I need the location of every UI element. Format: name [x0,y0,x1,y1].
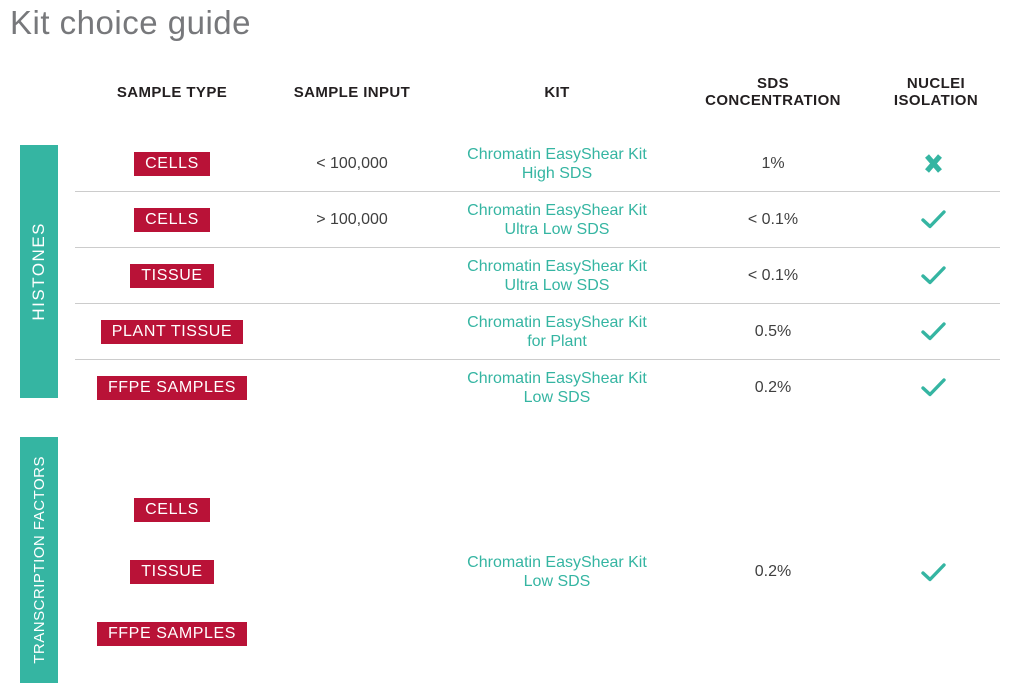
table-row: CELLS < 100,000 Chromatin EasyShear Kit … [75,136,1000,191]
sample-type-cell: CELLS [75,498,269,522]
group-bar-transcription-factors: TRANSCRIPTION FACTORS [20,437,58,683]
group-label-transcription-factors: TRANSCRIPTION FACTORS [30,456,48,664]
sds-concentration-value: 0.2% [754,378,792,396]
sample-type-cell: CELLS [75,136,269,191]
sample-input-value [269,360,435,415]
nuclei-isolation-cell [867,560,1000,584]
kit-link[interactable]: Chromatin EasyShear Kit Low SDS [435,550,679,594]
kit-name-line2: for Plant [527,332,587,350]
page-title: Kit choice guide [10,4,251,41]
kit-link[interactable]: Chromatin EasyShear Kit for Plant [435,304,679,359]
kit-link[interactable]: Chromatin EasyShear Kit Ultra Low SDS [435,192,679,247]
sample-type-cell: FFPE SAMPLES [75,360,269,415]
sds-concentration-value: 0.2% [754,563,792,580]
check-icon [921,562,946,581]
kit-link[interactable]: Chromatin EasyShear Kit High SDS [435,136,679,191]
nuclei-isolation-cell [867,248,1000,303]
column-header-kit: KIT [544,83,570,101]
kit-name-line1: Chromatin EasyShear Kit [467,257,647,275]
sample-type-badge: CELLS [134,207,210,232]
table-row: FFPE SAMPLES Chromatin EasyShear Kit Low… [75,359,1000,415]
sample-input-value: < 100,000 [316,154,388,172]
sample-type-cell: PLANT TISSUE [75,304,269,359]
nuclei-isolation-cell [867,304,1000,359]
kit-name-line2: Low SDS [523,573,591,590]
sds-concentration-value: < 0.1% [747,266,799,284]
kit-name-line2: High SDS [521,164,593,182]
column-header-sample-input: SAMPLE INPUT [293,83,411,101]
sample-type-badge: PLANT TISSUE [100,319,244,344]
kit-name-line2: Low SDS [523,388,591,406]
sample-type-cell: CELLS [75,192,269,247]
kit-link[interactable]: Chromatin EasyShear Kit Low SDS [435,360,679,415]
sample-input-value [269,248,435,303]
sample-type-cell: TISSUE [75,560,269,584]
transcription-factors-table: CELLS TISSUE FFPE SAMPLES Chromatin Easy… [75,437,1000,683]
kit-name-line2: Ultra Low SDS [504,276,610,294]
kit-name-line1: Chromatin EasyShear Kit [467,145,647,163]
group-label-histones: HISTONES [29,222,48,321]
sample-type-badge: CELLS [134,151,210,176]
cross-icon [925,154,942,173]
sample-type-badge: TISSUE [130,263,214,288]
nuclei-isolation-cell [867,136,1000,191]
kit-name-line1: Chromatin EasyShear Kit [467,313,647,331]
table-row: TISSUE Chromatin EasyShear Kit Ultra Low… [75,247,1000,303]
check-icon [921,322,946,341]
sample-type-cell: FFPE SAMPLES [75,622,269,646]
nuclei-isolation-cell [867,192,1000,247]
sample-type-badge: CELLS [134,498,210,522]
sample-type-badge: FFPE SAMPLES [96,622,248,646]
table-row: CELLS > 100,000 Chromatin EasyShear Kit … [75,191,1000,247]
check-icon [921,210,946,229]
check-icon [921,266,946,285]
column-header-nuclei-isolation: NUCLEI ISOLATION [893,75,979,109]
sample-type-badge: TISSUE [130,560,214,584]
nuclei-isolation-cell [867,360,1000,415]
column-header-sds-concentration: SDS CONCENTRATION [705,75,841,109]
sample-type-badge: FFPE SAMPLES [96,375,248,400]
kit-name-line1: Chromatin EasyShear Kit [467,369,647,387]
kit-link[interactable]: Chromatin EasyShear Kit Ultra Low SDS [435,248,679,303]
group-bar-histones: HISTONES [20,145,58,398]
histones-table: CELLS < 100,000 Chromatin EasyShear Kit … [75,136,1000,415]
kit-name-line1: Chromatin EasyShear Kit [467,201,647,219]
sample-input-value [269,304,435,359]
sds-concentration-value: < 0.1% [747,210,799,228]
table-row: PLANT TISSUE Chromatin EasyShear Kit for… [75,303,1000,359]
kit-name-line2: Ultra Low SDS [504,220,610,238]
check-icon [921,378,946,397]
sds-concentration-value: 0.5% [754,322,792,340]
sds-concentration-value: 1% [761,154,785,172]
kit-name-line1: Chromatin EasyShear Kit [467,554,647,571]
column-header-sample-type: SAMPLE TYPE [116,83,228,101]
sample-type-cell: TISSUE [75,248,269,303]
sample-input-value: > 100,000 [316,210,388,228]
